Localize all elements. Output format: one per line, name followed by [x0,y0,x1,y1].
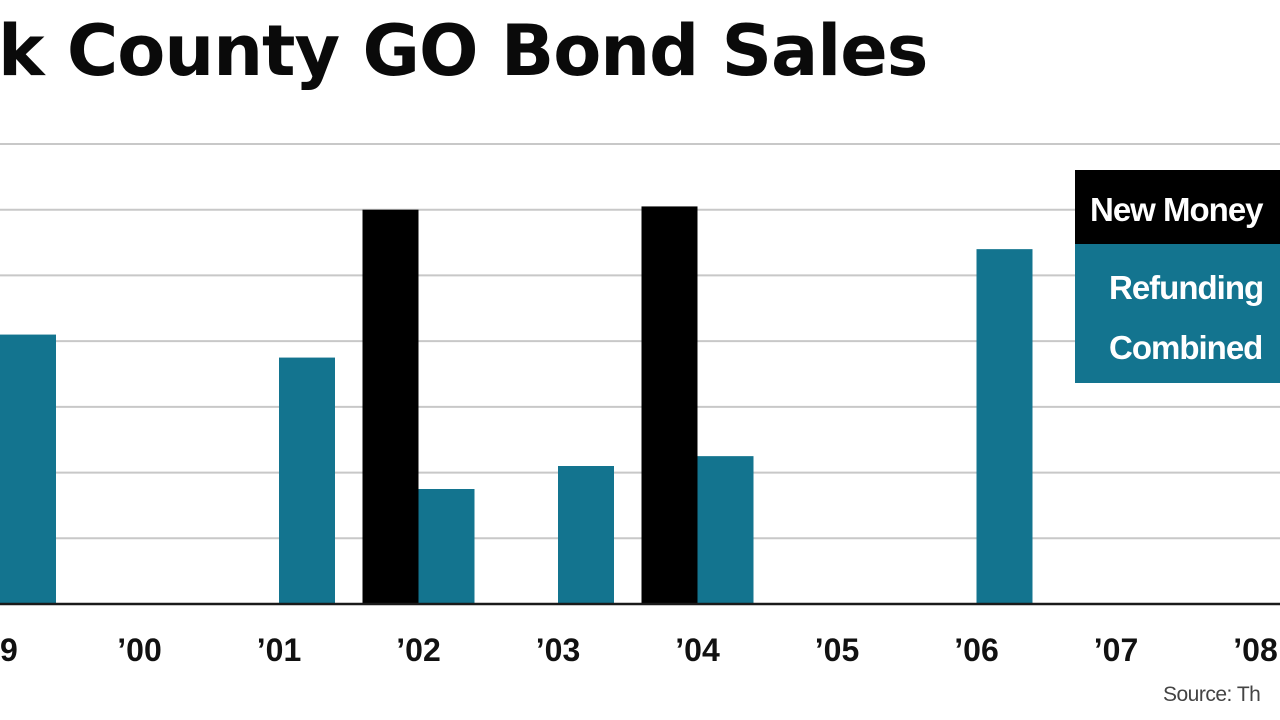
x-tick-label: ’04 [675,632,720,668]
bar-refunding-01 [279,357,335,604]
legend-refunding-combined: Refunding Combined [1075,244,1280,383]
x-tick-label: ’07 [1094,632,1138,668]
bar-refunding-06 [976,249,1033,604]
source-credit: Source: Th [1163,683,1261,706]
bar-refunding-04 [697,456,754,604]
bar-refunding-03 [558,466,614,604]
x-tick-label: ’03 [536,632,580,668]
bars [0,206,1033,604]
legend-refunding-label: Refunding [1109,269,1264,306]
x-tick-label: ’01 [257,632,301,668]
x-tick-label: ’02 [396,632,440,668]
bar-refunding-99 [0,334,56,604]
x-tick-label: ’06 [954,632,998,668]
bar-new-money-04 [641,206,698,604]
bar-refunding-02 [418,489,475,604]
legend-combined-label: Combined [1109,329,1263,366]
legend-new-money: New Money [1075,170,1280,244]
gridlines [0,143,1280,540]
x-tick-label: ’08 [1233,632,1277,668]
x-tick-label: 99 [0,632,18,668]
chart-title: k County GO Bond Sales [0,10,928,92]
bar-new-money-02 [362,209,419,604]
x-tick-label: ’05 [815,632,859,668]
x-tick-label: ’00 [117,632,161,668]
legend: New Money Refunding Combined [1075,170,1280,383]
x-tick-labels: 99 ’00 ’01 ’02 ’03 ’04 ’05 ’06 ’07 ’08 [0,632,1278,668]
